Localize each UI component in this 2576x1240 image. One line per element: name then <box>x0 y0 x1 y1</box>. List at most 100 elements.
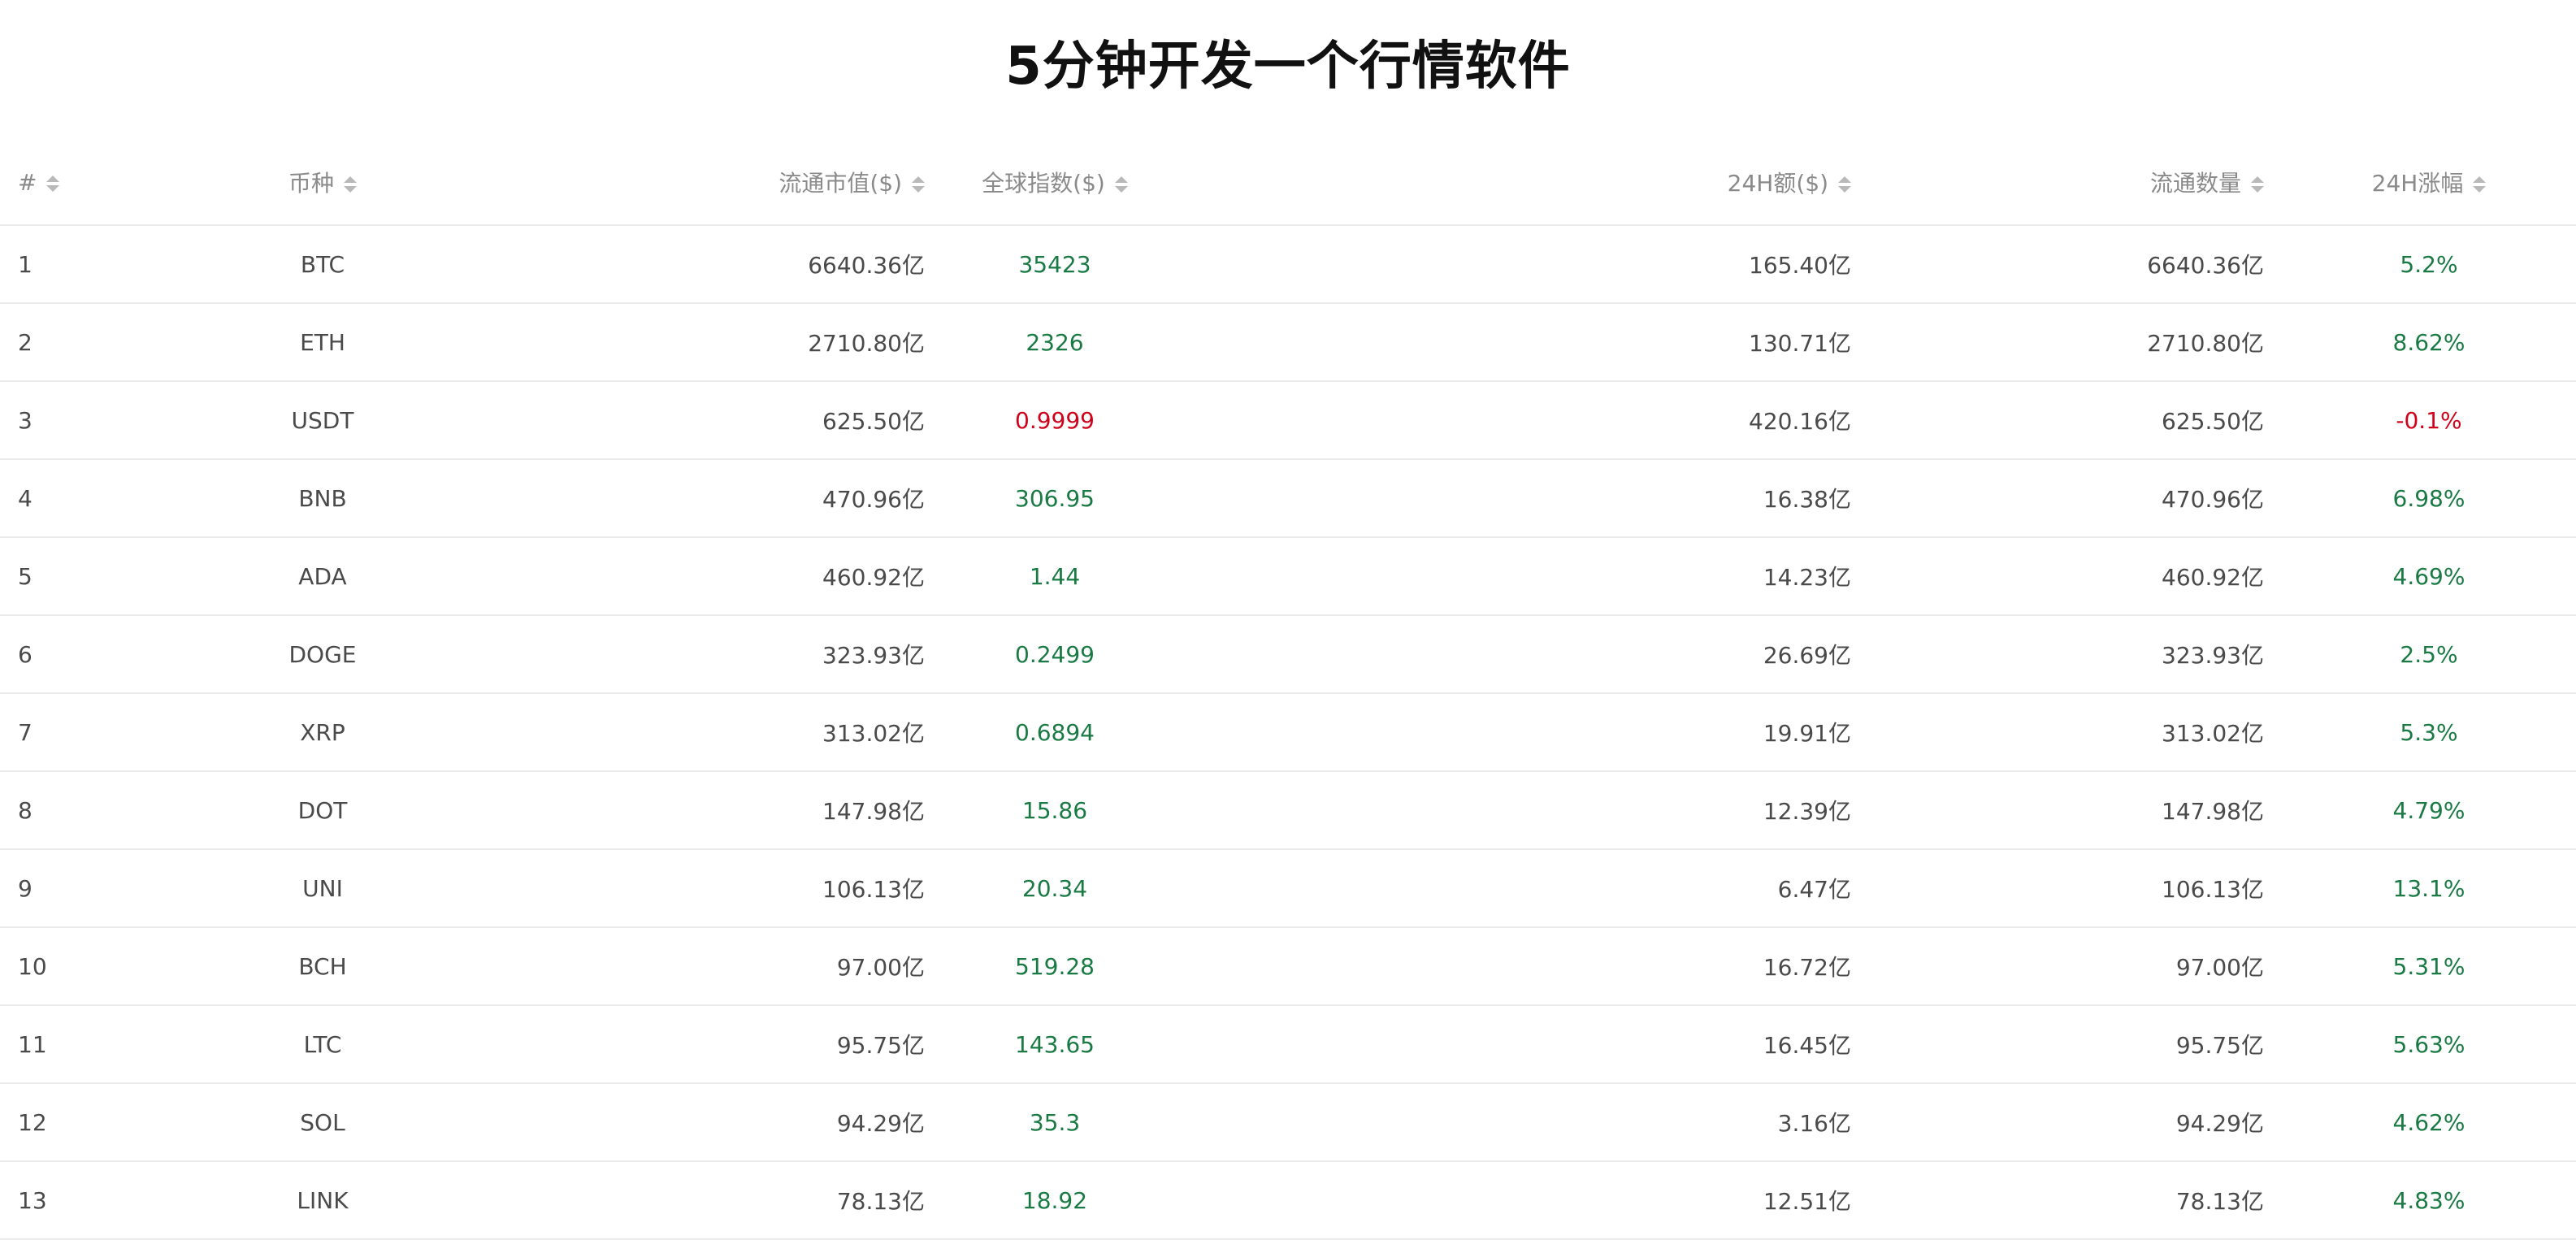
cell-24h-change: 5.3% <box>2264 693 2576 772</box>
cell-rank: 7 <box>0 693 205 772</box>
cell-global-index: 306.95 <box>925 459 1185 538</box>
cell-global-index: 15.86 <box>925 771 1185 850</box>
cell-24h-change: 8.62% <box>2264 303 2576 382</box>
sort-icon[interactable] <box>1838 176 1851 193</box>
sort-icon[interactable] <box>46 175 60 192</box>
cell-24h-volume: 6.47亿 <box>1185 849 1851 928</box>
column-header-supply[interactable]: 流通数量 <box>1851 140 2264 226</box>
cell-market-cap: 95.75亿 <box>440 1005 925 1084</box>
sort-icon[interactable] <box>1114 176 1128 193</box>
cell-rank: 4 <box>0 459 205 538</box>
cell-coin: DOT <box>205 771 440 850</box>
cell-supply: 94.29亿 <box>1851 1083 2264 1162</box>
table-row[interactable]: 1 BTC 6640.36亿 35423 165.40亿 6640.36亿 5.2% <box>0 225 2576 304</box>
cell-global-index: 1.44 <box>925 537 1185 616</box>
sort-icon[interactable] <box>2251 176 2264 193</box>
table-row[interactable]: 5 ADA 460.92亿 1.44 14.23亿 460.92亿 4.69% <box>0 537 2576 616</box>
cell-24h-volume: 130.71亿 <box>1185 303 1851 382</box>
cell-global-index: 0.9999 <box>925 381 1185 460</box>
cell-coin: LINK <box>205 1161 440 1240</box>
cell-24h-change: 5.31% <box>2264 927 2576 1006</box>
column-header-coin[interactable]: 币种 <box>205 140 440 226</box>
cell-market-cap: 147.98亿 <box>440 771 925 850</box>
cell-market-cap: 625.50亿 <box>440 381 925 460</box>
table-row[interactable]: 11 LTC 95.75亿 143.65 16.45亿 95.75亿 5.63% <box>0 1005 2576 1084</box>
cell-24h-change: 5.2% <box>2264 225 2576 304</box>
cell-24h-change: 4.83% <box>2264 1161 2576 1240</box>
table-row[interactable]: 6 DOGE 323.93亿 0.2499 26.69亿 323.93亿 2.5% <box>0 615 2576 694</box>
cell-market-cap: 78.13亿 <box>440 1161 925 1240</box>
cell-rank: 3 <box>0 381 205 460</box>
cell-rank: 1 <box>0 225 205 304</box>
cell-rank: 6 <box>0 615 205 694</box>
market-table: # 币种 流通市值($) 全球指数($) 24H额($) 流通数量 24H涨幅 … <box>0 140 2576 1240</box>
cell-market-cap: 97.00亿 <box>440 927 925 1006</box>
cell-24h-volume: 420.16亿 <box>1185 381 1851 460</box>
table-row[interactable]: 7 XRP 313.02亿 0.6894 19.91亿 313.02亿 5.3% <box>0 693 2576 772</box>
table-row[interactable]: 4 BNB 470.96亿 306.95 16.38亿 470.96亿 6.98% <box>0 459 2576 538</box>
cell-market-cap: 470.96亿 <box>440 459 925 538</box>
table-body: 1 BTC 6640.36亿 35423 165.40亿 6640.36亿 5.2% 2 ETH… <box>0 225 2576 1240</box>
column-header-market-cap[interactable]: 流通市值($) <box>440 140 925 226</box>
cell-24h-volume: 16.45亿 <box>1185 1005 1851 1084</box>
table-row[interactable]: 8 DOT 147.98亿 15.86 12.39亿 147.98亿 4.79% <box>0 771 2576 850</box>
cell-24h-change: 13.1% <box>2264 849 2576 928</box>
table-row[interactable]: 2 ETH 2710.80亿 2326 130.71亿 2710.80亿 8.62% <box>0 303 2576 382</box>
cell-supply: 97.00亿 <box>1851 927 2264 1006</box>
cell-coin: BTC <box>205 225 440 304</box>
cell-supply: 460.92亿 <box>1851 537 2264 616</box>
sort-icon[interactable] <box>2473 176 2487 193</box>
cell-supply: 323.93亿 <box>1851 615 2264 694</box>
cell-24h-volume: 165.40亿 <box>1185 225 1851 304</box>
column-header-rank[interactable]: # <box>0 140 205 226</box>
cell-market-cap: 460.92亿 <box>440 537 925 616</box>
cell-supply: 106.13亿 <box>1851 849 2264 928</box>
cell-global-index: 519.28 <box>925 927 1185 1006</box>
cell-global-index: 35.3 <box>925 1083 1185 1162</box>
cell-global-index: 35423 <box>925 225 1185 304</box>
cell-rank: 12 <box>0 1083 205 1162</box>
cell-supply: 2710.80亿 <box>1851 303 2264 382</box>
cell-rank: 11 <box>0 1005 205 1084</box>
table-header-row: # 币种 流通市值($) 全球指数($) 24H额($) 流通数量 24H涨幅 <box>0 140 2576 226</box>
column-header-label: 24H涨幅 <box>2371 170 2464 197</box>
column-header-24h-volume[interactable]: 24H额($) <box>1185 140 1851 226</box>
cell-24h-volume: 19.91亿 <box>1185 693 1851 772</box>
table-row[interactable]: 12 SOL 94.29亿 35.3 3.16亿 94.29亿 4.62% <box>0 1083 2576 1162</box>
cell-24h-change: 4.62% <box>2264 1083 2576 1162</box>
cell-rank: 10 <box>0 927 205 1006</box>
cell-supply: 95.75亿 <box>1851 1005 2264 1084</box>
cell-rank: 8 <box>0 771 205 850</box>
cell-coin: BNB <box>205 459 440 538</box>
cell-coin: XRP <box>205 693 440 772</box>
cell-rank: 13 <box>0 1161 205 1240</box>
cell-24h-volume: 3.16亿 <box>1185 1083 1851 1162</box>
cell-global-index: 2326 <box>925 303 1185 382</box>
table-row[interactable]: 13 LINK 78.13亿 18.92 12.51亿 78.13亿 4.83% <box>0 1161 2576 1240</box>
cell-24h-volume: 26.69亿 <box>1185 615 1851 694</box>
column-header-label: 流通市值($) <box>778 170 902 197</box>
cell-global-index: 0.6894 <box>925 693 1185 772</box>
table-row[interactable]: 10 BCH 97.00亿 519.28 16.72亿 97.00亿 5.31% <box>0 927 2576 1006</box>
cell-rank: 2 <box>0 303 205 382</box>
cell-coin: SOL <box>205 1083 440 1162</box>
cell-global-index: 20.34 <box>925 849 1185 928</box>
column-header-global-index[interactable]: 全球指数($) <box>925 140 1185 226</box>
cell-coin: DOGE <box>205 615 440 694</box>
table-row[interactable]: 3 USDT 625.50亿 0.9999 420.16亿 625.50亿 -0.1% <box>0 381 2576 460</box>
table-row[interactable]: 9 UNI 106.13亿 20.34 6.47亿 106.13亿 13.1% <box>0 849 2576 928</box>
column-header-label: 24H额($) <box>1727 170 1828 197</box>
cell-supply: 470.96亿 <box>1851 459 2264 538</box>
cell-24h-change: 5.63% <box>2264 1005 2576 1084</box>
cell-coin: LTC <box>205 1005 440 1084</box>
column-header-24h-change[interactable]: 24H涨幅 <box>2264 140 2576 226</box>
cell-24h-change: 4.79% <box>2264 771 2576 850</box>
column-header-label: 流通数量 <box>2149 170 2241 197</box>
cell-global-index: 18.92 <box>925 1161 1185 1240</box>
cell-24h-change: -0.1% <box>2264 381 2576 460</box>
cell-supply: 78.13亿 <box>1851 1161 2264 1240</box>
cell-rank: 9 <box>0 849 205 928</box>
cell-coin: BCH <box>205 927 440 1006</box>
sort-icon[interactable] <box>344 176 357 193</box>
sort-icon[interactable] <box>912 176 925 193</box>
